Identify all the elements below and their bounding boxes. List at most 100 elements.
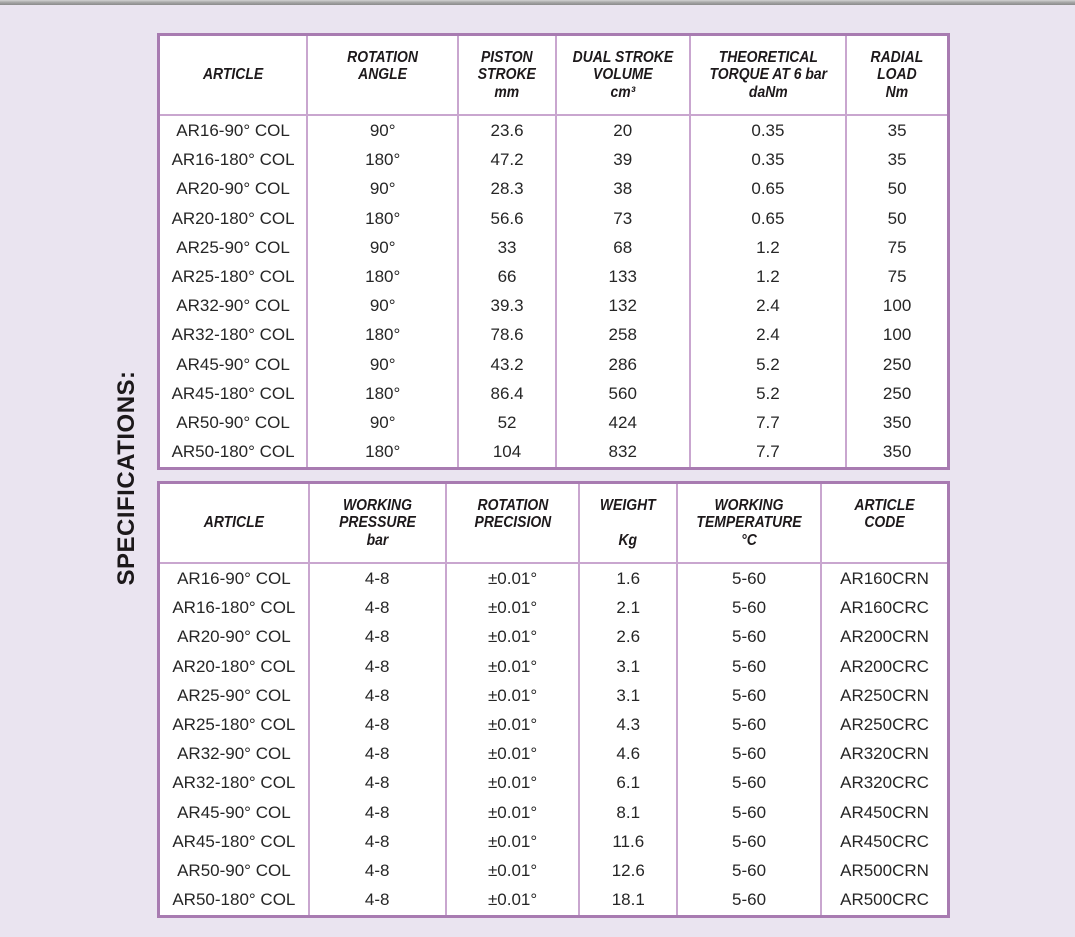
value-cell: 133 <box>554 262 690 292</box>
table-row: AR25-90° COL 90° 33 68 1.2 75 <box>160 233 947 263</box>
value-cell: 5-60 <box>676 622 822 653</box>
value-cell: 90° <box>306 350 459 380</box>
value-cell: 3.1 <box>578 681 678 711</box>
value-cell: 6.1 <box>578 768 678 799</box>
value-cell: AR160CRN <box>820 563 947 594</box>
value-cell: 180° <box>306 437 459 467</box>
column-header-text: DUAL STROKE VOLUME cm³ <box>563 49 682 102</box>
value-cell: 5-60 <box>676 827 822 857</box>
column-title-line: PISTON <box>481 48 533 66</box>
value-cell: 180° <box>306 320 459 351</box>
value-cell: ±0.01° <box>444 885 580 915</box>
column-unit: Nm <box>885 83 909 101</box>
value-cell: 4-8 <box>307 563 446 594</box>
value-cell: 8.1 <box>578 798 678 828</box>
column-header: THEORETICAL TORQUE AT 6 bar daNm <box>688 36 847 116</box>
column-title-line: VOLUME <box>592 66 653 84</box>
table-row: AR16-90° COL 90° 23.6 20 0.35 35 <box>160 115 947 146</box>
spec-table: ARTICLE ROTATION ANGLE PISTON STROKE mm DUAL S… <box>160 36 947 467</box>
value-cell: 52 <box>457 408 556 438</box>
article-cell: AR20-90° COL <box>160 622 309 653</box>
value-cell: 68 <box>554 233 690 263</box>
value-cell: 23.6 <box>457 115 556 146</box>
value-cell: AR200CRC <box>820 652 947 682</box>
value-cell: ±0.01° <box>444 652 580 682</box>
table-row: AR25-90° COL 4-8 ±0.01° 3.1 5-60 AR250CRN <box>160 681 947 711</box>
column-header-text: ROTATION ANGLE <box>316 49 450 102</box>
article-cell: AR16-90° COL <box>160 563 309 594</box>
value-cell: 50 <box>845 174 947 205</box>
value-cell: 104 <box>457 437 556 467</box>
value-cell: 1.6 <box>578 563 678 594</box>
value-cell: 7.7 <box>688 408 847 438</box>
table-row: AR45-180° COL 4-8 ±0.01° 11.6 5-60 AR450CRC <box>160 827 947 857</box>
value-cell: 75 <box>845 233 947 263</box>
value-cell: 424 <box>554 408 690 438</box>
column-header: WEIGHT Kg <box>578 484 678 564</box>
column-header: ROTATION PRECISION <box>444 484 580 564</box>
value-cell: 5-60 <box>676 652 822 682</box>
value-cell: 1.2 <box>688 233 847 263</box>
value-cell: AR160CRC <box>820 593 947 623</box>
value-cell: 180° <box>306 145 459 175</box>
table-row: AR45-90° COL 90° 43.2 286 5.2 250 <box>160 350 947 380</box>
table-row: AR32-90° COL 4-8 ±0.01° 4.6 5-60 AR320CRN <box>160 739 947 769</box>
value-cell: 4.6 <box>578 739 678 769</box>
value-cell: 39.3 <box>457 291 556 321</box>
value-cell: 560 <box>554 379 690 409</box>
column-title-line: WEIGHT <box>600 496 657 514</box>
value-cell: 100 <box>845 320 947 351</box>
article-cell: AR16-180° COL <box>160 145 308 175</box>
table-row: AR50-90° COL 4-8 ±0.01° 12.6 5-60 AR500CRN <box>160 856 947 886</box>
value-cell: 0.65 <box>688 204 847 234</box>
column-header: WORKING TEMPERATURE °C <box>676 484 822 564</box>
value-cell: 5-60 <box>676 856 822 886</box>
table-row: AR50-90° COL 90° 52 424 7.7 350 <box>160 408 947 438</box>
value-cell: 50 <box>845 204 947 234</box>
article-cell: AR32-90° COL <box>160 739 309 769</box>
table-row: AR45-90° COL 4-8 ±0.01° 8.1 5-60 AR450CRN <box>160 798 947 828</box>
article-cell: AR32-180° COL <box>160 768 309 799</box>
value-cell: 56.6 <box>457 204 556 234</box>
value-cell: 3.1 <box>578 652 678 682</box>
value-cell: 0.35 <box>688 115 847 146</box>
value-cell: ±0.01° <box>444 681 580 711</box>
column-title-line: PRESSURE <box>338 514 416 532</box>
value-cell: 4-8 <box>307 710 446 740</box>
value-cell: 350 <box>845 408 947 438</box>
value-cell: 5-60 <box>676 768 822 799</box>
header-row: ARTICLE ROTATION ANGLE PISTON STROKE mm DUAL S… <box>160 36 947 116</box>
value-cell: 0.35 <box>688 145 847 175</box>
column-unit: Kg <box>618 531 638 549</box>
value-cell: 75 <box>845 262 947 292</box>
value-cell: 5-60 <box>676 739 822 769</box>
column-title-line: ROTATION <box>477 496 548 514</box>
column-unit: daNm <box>748 83 788 101</box>
value-cell: ±0.01° <box>444 739 580 769</box>
value-cell: 5.2 <box>688 379 847 409</box>
value-cell: 250 <box>845 379 947 409</box>
value-cell: 5-60 <box>676 593 822 623</box>
column-header: ARTICLE CODE <box>820 484 947 564</box>
table-row: AR25-180° COL 180° 66 133 1.2 75 <box>160 262 947 292</box>
value-cell: 28.3 <box>457 174 556 205</box>
specifications-table-performance: ARTICLE ROTATION ANGLE PISTON STROKE mm DUAL S… <box>157 33 950 470</box>
column-header: WORKING PRESSURE bar <box>307 484 446 564</box>
column-title-line: STROKE <box>477 66 537 84</box>
value-cell: 180° <box>306 262 459 292</box>
value-cell: ±0.01° <box>444 593 580 623</box>
article-cell: AR25-90° COL <box>160 681 309 711</box>
value-cell: 4-8 <box>307 856 446 886</box>
value-cell: 5-60 <box>676 563 822 594</box>
article-cell: AR25-180° COL <box>160 710 309 740</box>
column-title-line: WORKING <box>714 496 784 514</box>
value-cell: 35 <box>845 145 947 175</box>
table-row: AR16-90° COL 4-8 ±0.01° 1.6 5-60 AR160CRN <box>160 563 947 594</box>
column-header-text: WORKING PRESSURE bar <box>316 497 437 550</box>
table-row: AR25-180° COL 4-8 ±0.01° 4.3 5-60 AR250CRC <box>160 710 947 740</box>
table-row: AR32-180° COL 180° 78.6 258 2.4 100 <box>160 320 947 351</box>
table-row: AR20-90° COL 90° 28.3 38 0.65 50 <box>160 174 947 205</box>
value-cell: ±0.01° <box>444 622 580 653</box>
value-cell: AR500CRC <box>820 885 947 915</box>
value-cell: AR450CRC <box>820 827 947 857</box>
